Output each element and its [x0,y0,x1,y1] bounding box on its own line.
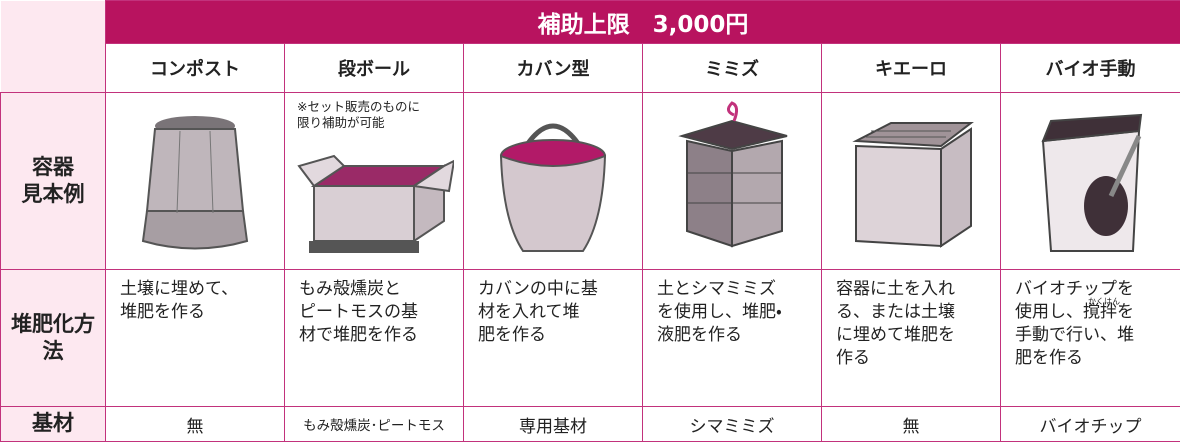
column-header: コンポスト [106,44,285,93]
image-note: ※セット販売のものに 限り補助が可能 [297,99,420,132]
image-cell: ※セット販売のものに 限り補助が可能 [285,93,464,270]
column-header: 段ボール [285,44,464,93]
bag-illustration [483,101,623,261]
material-text: バイオチップ [1001,407,1180,442]
row-label: 容器 見本例 [1,93,106,270]
image-cell [106,93,285,270]
image-cell [822,93,1001,270]
method-text: バイオチップを 使用し、撹拌を 手動で行い、堆 肥を作る [1001,270,1180,407]
bio-bin-illustration [1021,101,1161,261]
method-text: カバンの中に基 材を入れて堆 肥を作る [464,270,643,407]
table-title: 補助上限 3,000円 [106,1,1180,44]
material-text: 無 [106,407,285,442]
method-text: もみ殻燻炭と ピートモスの基 材で堆肥を作る [285,270,464,407]
compost-illustration [125,101,265,261]
ruby-reading: かくはん [1088,296,1120,307]
image-cell [464,93,643,270]
worm-bin-illustration [662,101,802,261]
method-text: 土壌に埋めて、 堆肥を作る [106,270,285,407]
row-label: 基材 [1,407,106,442]
image-cell [1001,93,1180,270]
material-text: 無 [822,407,1001,442]
image-cell [643,93,822,270]
row-label: 堆肥化方法 [1,270,106,407]
corner-cell [1,1,106,93]
material-text: 専用基材 [464,407,643,442]
material-text: シマミミズ [643,407,822,442]
material-text: もみ殻燻炭･ピートモス [285,407,464,442]
column-header: バイオ手動 [1001,44,1180,93]
method-text: 土とシマミミズ を使用し、堆肥・ 液肥を作る [643,270,822,407]
page: 補助上限 3,000円 コンポスト 段ボール カバン型 ミミズ キエーロ バイオ… [0,0,1180,432]
column-header: ミミズ [643,44,822,93]
column-header: カバン型 [464,44,643,93]
kiero-illustration [841,101,981,261]
column-header: キエーロ [822,44,1001,93]
method-text: 容器に土を入れ る、または土壌 に埋めて堆肥を 作る [822,270,1001,407]
